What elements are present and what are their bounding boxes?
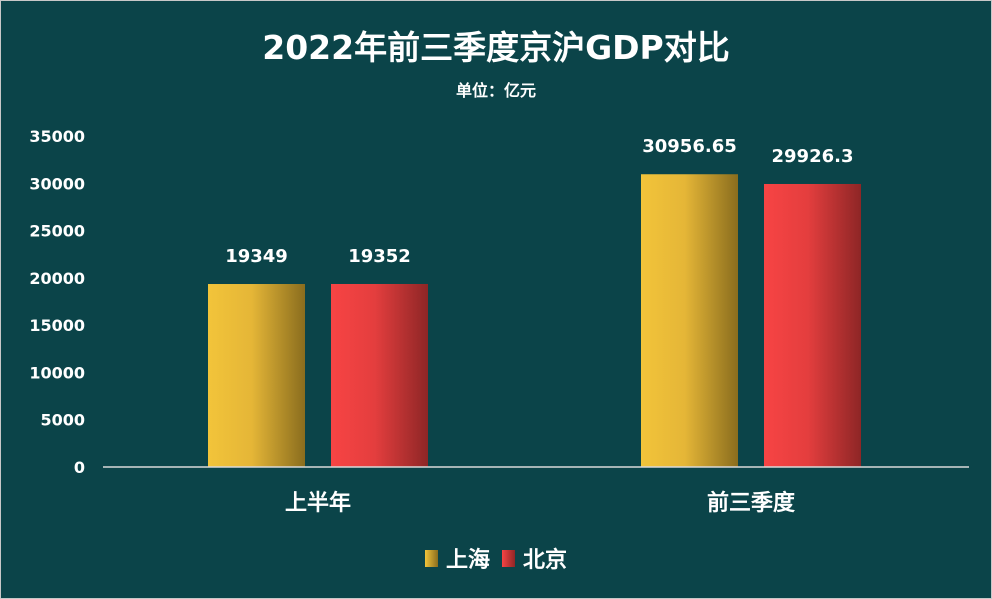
x-tick-label: 上半年 <box>285 490 351 516</box>
y-tick-label: 10000 <box>29 363 85 382</box>
data-label: 30956.65 <box>642 136 737 157</box>
data-label: 29926.3 <box>772 146 854 167</box>
legend-label-shanghai: 上海 <box>445 548 490 573</box>
bar-beijing-1 <box>764 183 861 467</box>
legend-item-shanghai: 上海 <box>424 542 490 574</box>
bar-shanghai-1 <box>641 174 738 468</box>
x-tick-label: 前三季度 <box>707 490 796 516</box>
y-tick-label: 20000 <box>29 269 85 288</box>
y-tick-label: 25000 <box>29 222 85 241</box>
data-label: 19349 <box>225 246 288 267</box>
legend-swatch-beijing <box>502 549 515 567</box>
chart-subtitle: 单位：亿元 <box>455 81 536 100</box>
y-tick-label: 5000 <box>40 411 85 430</box>
legend-swatch-shanghai <box>424 549 438 567</box>
y-tick-label: 15000 <box>29 316 85 335</box>
y-tick-label: 30000 <box>29 174 85 193</box>
data-label: 19352 <box>348 246 411 267</box>
legend-item-beijing: 北京 <box>502 542 567 574</box>
bar-beijing-0 <box>331 283 428 467</box>
legend: 上海 北京 <box>1 542 991 574</box>
y-tick-label: 0 <box>74 458 85 477</box>
y-tick-label: 35000 <box>29 127 85 146</box>
legend-label-beijing: 北京 <box>523 548 568 573</box>
chart-title: 2022年前三季度京沪GDP对比 <box>262 28 730 67</box>
bar-shanghai-0 <box>208 284 305 467</box>
